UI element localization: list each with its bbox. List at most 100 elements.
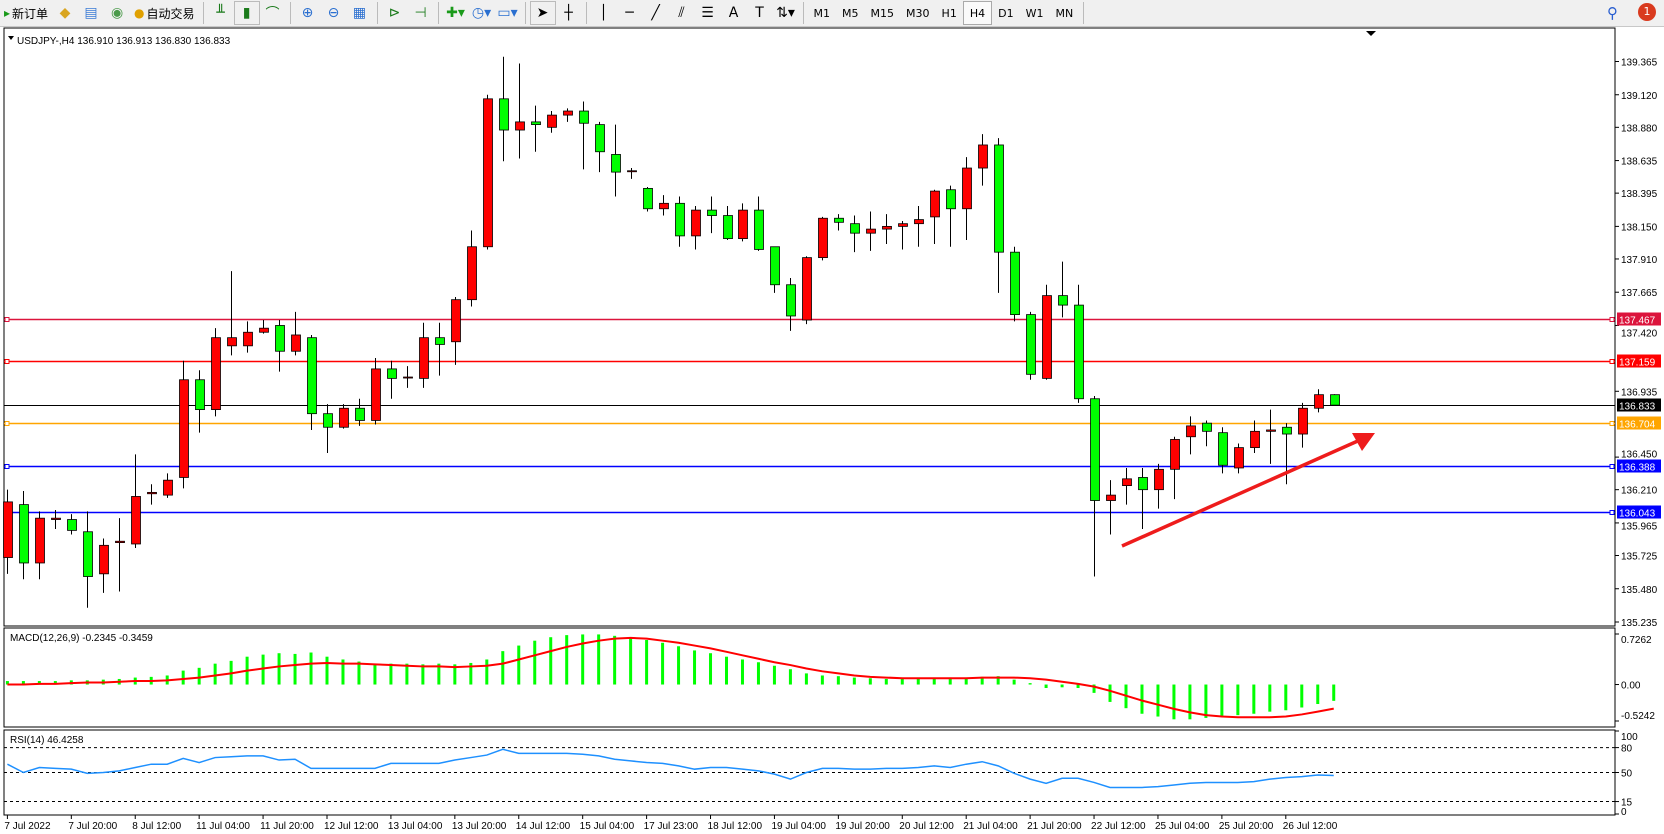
candle (994, 138, 1004, 293)
rsi-line (7, 748, 1334, 789)
candle-body (802, 257, 812, 321)
candle (1010, 246, 1020, 322)
timeframe-m30[interactable]: M30 (906, 6, 930, 20)
vertical-line-icon[interactable]: │ (599, 5, 608, 21)
zoom-out-icon[interactable]: ⊖ (327, 5, 340, 21)
candle (1330, 394, 1340, 406)
candle (547, 111, 557, 133)
market-watch-icon[interactable]: ◆ (59, 5, 71, 21)
bar-chart-icon[interactable]: ╨ (216, 5, 225, 21)
macd-histogram-bar (980, 676, 984, 685)
timeframe-h4[interactable]: H4 (962, 1, 993, 25)
time-label: 21 Jul 04:00 (963, 821, 1018, 832)
candle (738, 203, 748, 242)
chart-shift-icon[interactable]: ⊣ (414, 5, 427, 21)
periods-icon[interactable]: ◷▾ (471, 5, 492, 21)
candle-body (499, 98, 509, 131)
cursor-icon[interactable]: ➤ (529, 1, 556, 25)
auto-scroll-icon[interactable]: ⊳ (388, 5, 401, 21)
macd-histogram-bar (661, 642, 665, 685)
timeframe-m5[interactable]: M5 (842, 6, 859, 20)
level-price-tag (1617, 505, 1661, 519)
candle (323, 404, 333, 454)
signal-icon[interactable]: ◉ (110, 5, 124, 21)
candle (291, 311, 301, 356)
rsi-label: RSI(14) 46.4258 (10, 735, 84, 746)
candle-body (243, 331, 253, 347)
candle (962, 157, 972, 240)
candle (211, 328, 221, 417)
trendline-icon[interactable]: ╱ (651, 5, 660, 21)
macd-histogram-bar (581, 634, 585, 685)
timeframe-m1[interactable]: M1 (813, 6, 831, 20)
indicators-icon[interactable]: ✚▾ (446, 5, 465, 21)
macd-histogram-bar (517, 645, 521, 685)
candle-body (563, 110, 573, 116)
time-label: 11 Jul 04:00 (196, 821, 250, 832)
candle-body (259, 327, 269, 333)
macd-histogram-bar (836, 676, 840, 685)
candle (19, 491, 29, 580)
price-tick-label: 136.450 (1621, 450, 1658, 461)
candle-body (707, 209, 717, 216)
timeframe-mn[interactable]: MN (1055, 6, 1074, 20)
candle (371, 358, 381, 425)
candle-body (99, 544, 109, 575)
macd-histogram-bar (948, 678, 952, 685)
time-label: 18 Jul 12:00 (708, 821, 763, 832)
zoom-in-icon[interactable]: ⊕ (301, 5, 314, 21)
price-tick-label: 135.235 (1621, 618, 1658, 629)
arrows-icon[interactable]: ⇅▾ (776, 5, 795, 21)
crosshair-icon[interactable]: ┼ (564, 5, 573, 21)
macd-histogram-bar (740, 659, 744, 685)
macd-histogram-bar (373, 663, 377, 685)
macd-histogram-bar (501, 651, 505, 685)
timeframe-d1[interactable]: D1 (998, 6, 1014, 20)
candle-body (1170, 439, 1180, 470)
search-icon[interactable]: ⚲ (1607, 4, 1618, 22)
macd-tick-label: 0.00 (1621, 681, 1641, 692)
notification-badge[interactable]: 1 (1638, 3, 1656, 21)
candle (1122, 467, 1132, 505)
macd-signal-line (7, 636, 1334, 719)
timeframe-m15[interactable]: M15 (870, 6, 895, 20)
fibonacci-icon[interactable]: ☰ (701, 5, 714, 21)
macd-histogram-bar (756, 662, 760, 685)
tile-windows-icon[interactable]: ▦ (352, 5, 367, 21)
new-order-button[interactable]: ▸ 新订单 (0, 1, 52, 25)
text-icon[interactable]: A (728, 5, 739, 21)
candle (818, 216, 828, 261)
timeframe-h1[interactable]: H1 (941, 6, 957, 20)
candle-body (1154, 468, 1164, 491)
candle-body (3, 501, 13, 558)
candle (595, 121, 605, 173)
level-price-tag (1617, 459, 1661, 473)
macd-tick-label: 0.7262 (1621, 635, 1652, 646)
macd-histogram-bar (469, 662, 473, 685)
equidistant-channel-icon[interactable]: ⫽ (678, 5, 685, 21)
price-tick-label: 135.725 (1621, 552, 1658, 563)
macd-histogram-bar (597, 634, 601, 685)
auto-trading-button[interactable]: ● 自动交易 (130, 1, 199, 25)
candle (131, 454, 141, 549)
level-price-label: 136.388 (1619, 463, 1656, 474)
macd-histogram-bar (613, 635, 617, 685)
candle (1138, 467, 1148, 530)
candle (1154, 463, 1164, 509)
candle-body (163, 479, 173, 496)
candlestick-icon[interactable]: ▮ (233, 1, 260, 25)
candle (1106, 480, 1116, 535)
line-chart-icon[interactable]: ⌒ (265, 6, 280, 22)
candle-body (131, 496, 141, 545)
timeframe-w1[interactable]: W1 (1025, 6, 1044, 20)
candle (451, 296, 461, 365)
candle (1250, 420, 1260, 454)
macd-histogram-bar (693, 650, 697, 685)
horizontal-line-icon[interactable]: ─ (625, 5, 634, 21)
candle (1058, 261, 1068, 318)
navigator-icon[interactable]: ▤ (84, 5, 98, 21)
candle-body (994, 144, 1004, 253)
templates-icon[interactable]: ▭▾ (497, 5, 518, 21)
text-label-icon[interactable]: T (755, 5, 764, 21)
